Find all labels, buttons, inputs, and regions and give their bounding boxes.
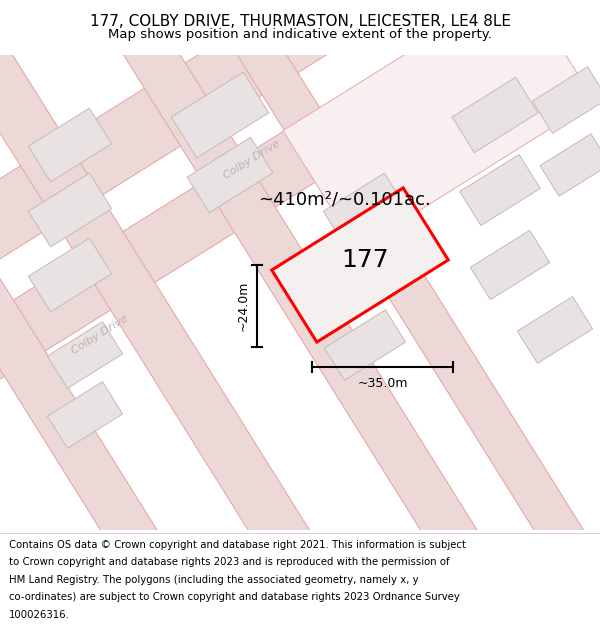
Polygon shape	[0, 0, 181, 592]
Polygon shape	[89, 0, 500, 592]
Text: 177, COLBY DRIVE, THURMASTON, LEICESTER, LE4 8LE: 177, COLBY DRIVE, THURMASTON, LEICESTER,…	[89, 14, 511, 29]
Polygon shape	[28, 108, 112, 182]
Polygon shape	[325, 310, 406, 380]
Text: to Crown copyright and database rights 2023 and is reproduced with the permissio: to Crown copyright and database rights 2…	[9, 557, 449, 567]
Text: ~24.0m: ~24.0m	[237, 281, 250, 331]
Polygon shape	[517, 297, 593, 363]
Polygon shape	[47, 382, 122, 448]
Polygon shape	[0, 0, 600, 279]
Polygon shape	[28, 173, 112, 247]
Polygon shape	[470, 231, 550, 299]
Text: Colby Drive: Colby Drive	[222, 139, 282, 181]
Polygon shape	[540, 134, 600, 196]
Polygon shape	[452, 78, 538, 152]
Polygon shape	[0, 0, 332, 594]
Text: ~410m²/~0.101ac.: ~410m²/~0.101ac.	[258, 191, 431, 209]
Polygon shape	[187, 138, 273, 212]
Text: Map shows position and indicative extent of the property.: Map shows position and indicative extent…	[108, 28, 492, 41]
Polygon shape	[0, 0, 600, 401]
Polygon shape	[460, 154, 540, 226]
Polygon shape	[272, 188, 448, 342]
Polygon shape	[47, 322, 122, 388]
Polygon shape	[532, 67, 600, 133]
Polygon shape	[201, 0, 600, 591]
Polygon shape	[171, 72, 269, 158]
Text: HM Land Registry. The polygons (including the associated geometry, namely x, y: HM Land Registry. The polygons (includin…	[9, 574, 419, 584]
Text: 177: 177	[341, 248, 389, 272]
Polygon shape	[283, 0, 595, 249]
Text: ~35.0m: ~35.0m	[357, 377, 408, 390]
Text: 100026316.: 100026316.	[9, 610, 70, 620]
Text: Contains OS data © Crown copyright and database right 2021. This information is : Contains OS data © Crown copyright and d…	[9, 539, 466, 549]
Polygon shape	[323, 173, 407, 247]
Polygon shape	[28, 238, 112, 312]
Polygon shape	[323, 243, 407, 317]
Text: Colby Drive: Colby Drive	[70, 314, 130, 356]
Text: co-ordinates) are subject to Crown copyright and database rights 2023 Ordnance S: co-ordinates) are subject to Crown copyr…	[9, 592, 460, 602]
